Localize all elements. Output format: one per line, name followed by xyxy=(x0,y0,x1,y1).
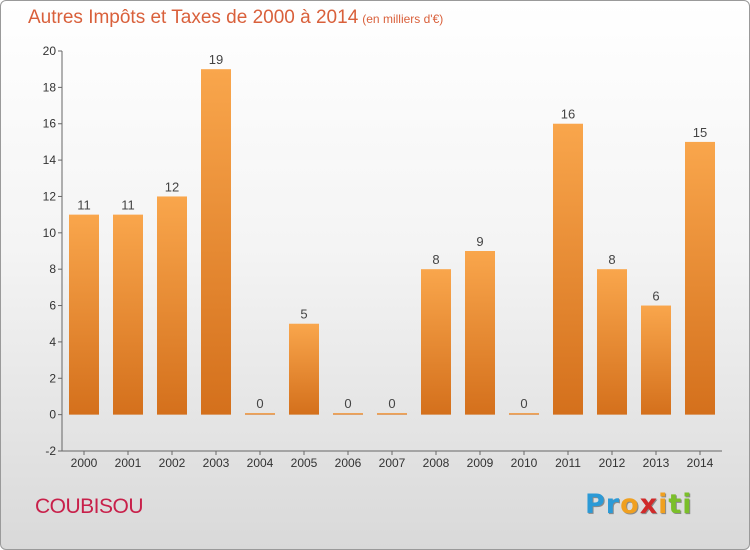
y-tick-label: 4 xyxy=(49,335,56,349)
bar-value-label: 0 xyxy=(256,396,263,411)
x-tick-label: 2002 xyxy=(159,456,186,470)
x-tick-label: 2007 xyxy=(379,456,406,470)
logo-letter: i xyxy=(658,489,669,520)
x-tick-label: 2009 xyxy=(467,456,494,470)
bar-2010 xyxy=(509,413,539,415)
bar-2011 xyxy=(553,123,583,415)
bar-2008 xyxy=(421,269,451,415)
bar-value-label: 9 xyxy=(476,234,483,249)
y-tick-label: 18 xyxy=(43,80,57,94)
bar-2002 xyxy=(157,196,187,415)
bar-value-label: 19 xyxy=(209,52,223,67)
y-tick-label: 0 xyxy=(49,408,56,422)
bar-2003 xyxy=(201,69,231,415)
logo-letter: x xyxy=(639,489,659,520)
logo-letter: P xyxy=(585,489,606,520)
bar-2004 xyxy=(245,413,275,415)
bar-value-label: 8 xyxy=(608,252,615,267)
bar-2014 xyxy=(685,141,715,415)
y-tick-label: 12 xyxy=(43,189,57,203)
chart-subtitle: (en milliers d'€) xyxy=(362,12,444,26)
bar-value-label: 0 xyxy=(388,396,395,411)
x-tick-label: 2006 xyxy=(335,456,362,470)
y-tick-label: 8 xyxy=(49,262,56,276)
y-tick-label: 6 xyxy=(49,299,56,313)
y-tick-label: 20 xyxy=(43,44,57,58)
logo-letter: t xyxy=(668,489,683,520)
y-tick-label: 2 xyxy=(49,371,56,385)
bar-2001 xyxy=(113,214,143,415)
x-tick-label: 2003 xyxy=(203,456,230,470)
bar-value-label: 11 xyxy=(77,198,91,213)
logo-letter: r xyxy=(605,489,621,520)
chart-title-text: Autres Impôts et Taxes de 2000 à 2014 xyxy=(28,7,359,28)
y-tick-label: -2 xyxy=(45,444,56,458)
y-tick-label: 16 xyxy=(43,117,57,131)
logo-letter: i xyxy=(682,489,693,520)
proxiti-logo[interactable]: Proxiti xyxy=(585,489,693,520)
x-tick-label: 2008 xyxy=(423,456,450,470)
x-tick-label: 2013 xyxy=(643,456,670,470)
bar-2009 xyxy=(465,251,495,415)
x-tick-label: 2000 xyxy=(71,456,98,470)
chart-title: Autres Impôts et Taxes de 2000 à 2014 (en… xyxy=(28,7,443,29)
bar-value-label: 8 xyxy=(432,252,439,267)
logo-letter: o xyxy=(620,489,640,520)
bar-value-label: 16 xyxy=(561,107,575,122)
x-tick-label: 2004 xyxy=(247,456,274,470)
bar-value-label: 15 xyxy=(693,125,707,140)
bar-2013 xyxy=(641,305,671,415)
x-tick-label: 2001 xyxy=(115,456,142,470)
bar-value-label: 5 xyxy=(300,307,307,322)
bar-2006 xyxy=(333,413,363,415)
x-tick-label: 2014 xyxy=(687,456,714,470)
x-tick-label: 2010 xyxy=(511,456,538,470)
bar-value-label: 12 xyxy=(165,179,179,194)
bar-2012 xyxy=(597,269,627,415)
bar-2000 xyxy=(69,214,99,415)
bar-value-label: 0 xyxy=(520,396,527,411)
bar-2005 xyxy=(289,323,319,415)
x-tick-label: 2005 xyxy=(291,456,318,470)
y-tick-label: 14 xyxy=(43,153,57,167)
x-tick-label: 2011 xyxy=(555,456,581,470)
bar-2007 xyxy=(377,413,407,415)
bar-value-label: 6 xyxy=(652,289,659,304)
bar-value-label: 11 xyxy=(121,198,135,213)
x-tick-label: 2012 xyxy=(599,456,626,470)
commune-name: COUBISOU xyxy=(35,495,144,518)
y-tick-label: 10 xyxy=(43,226,57,240)
bar-value-label: 0 xyxy=(344,396,351,411)
